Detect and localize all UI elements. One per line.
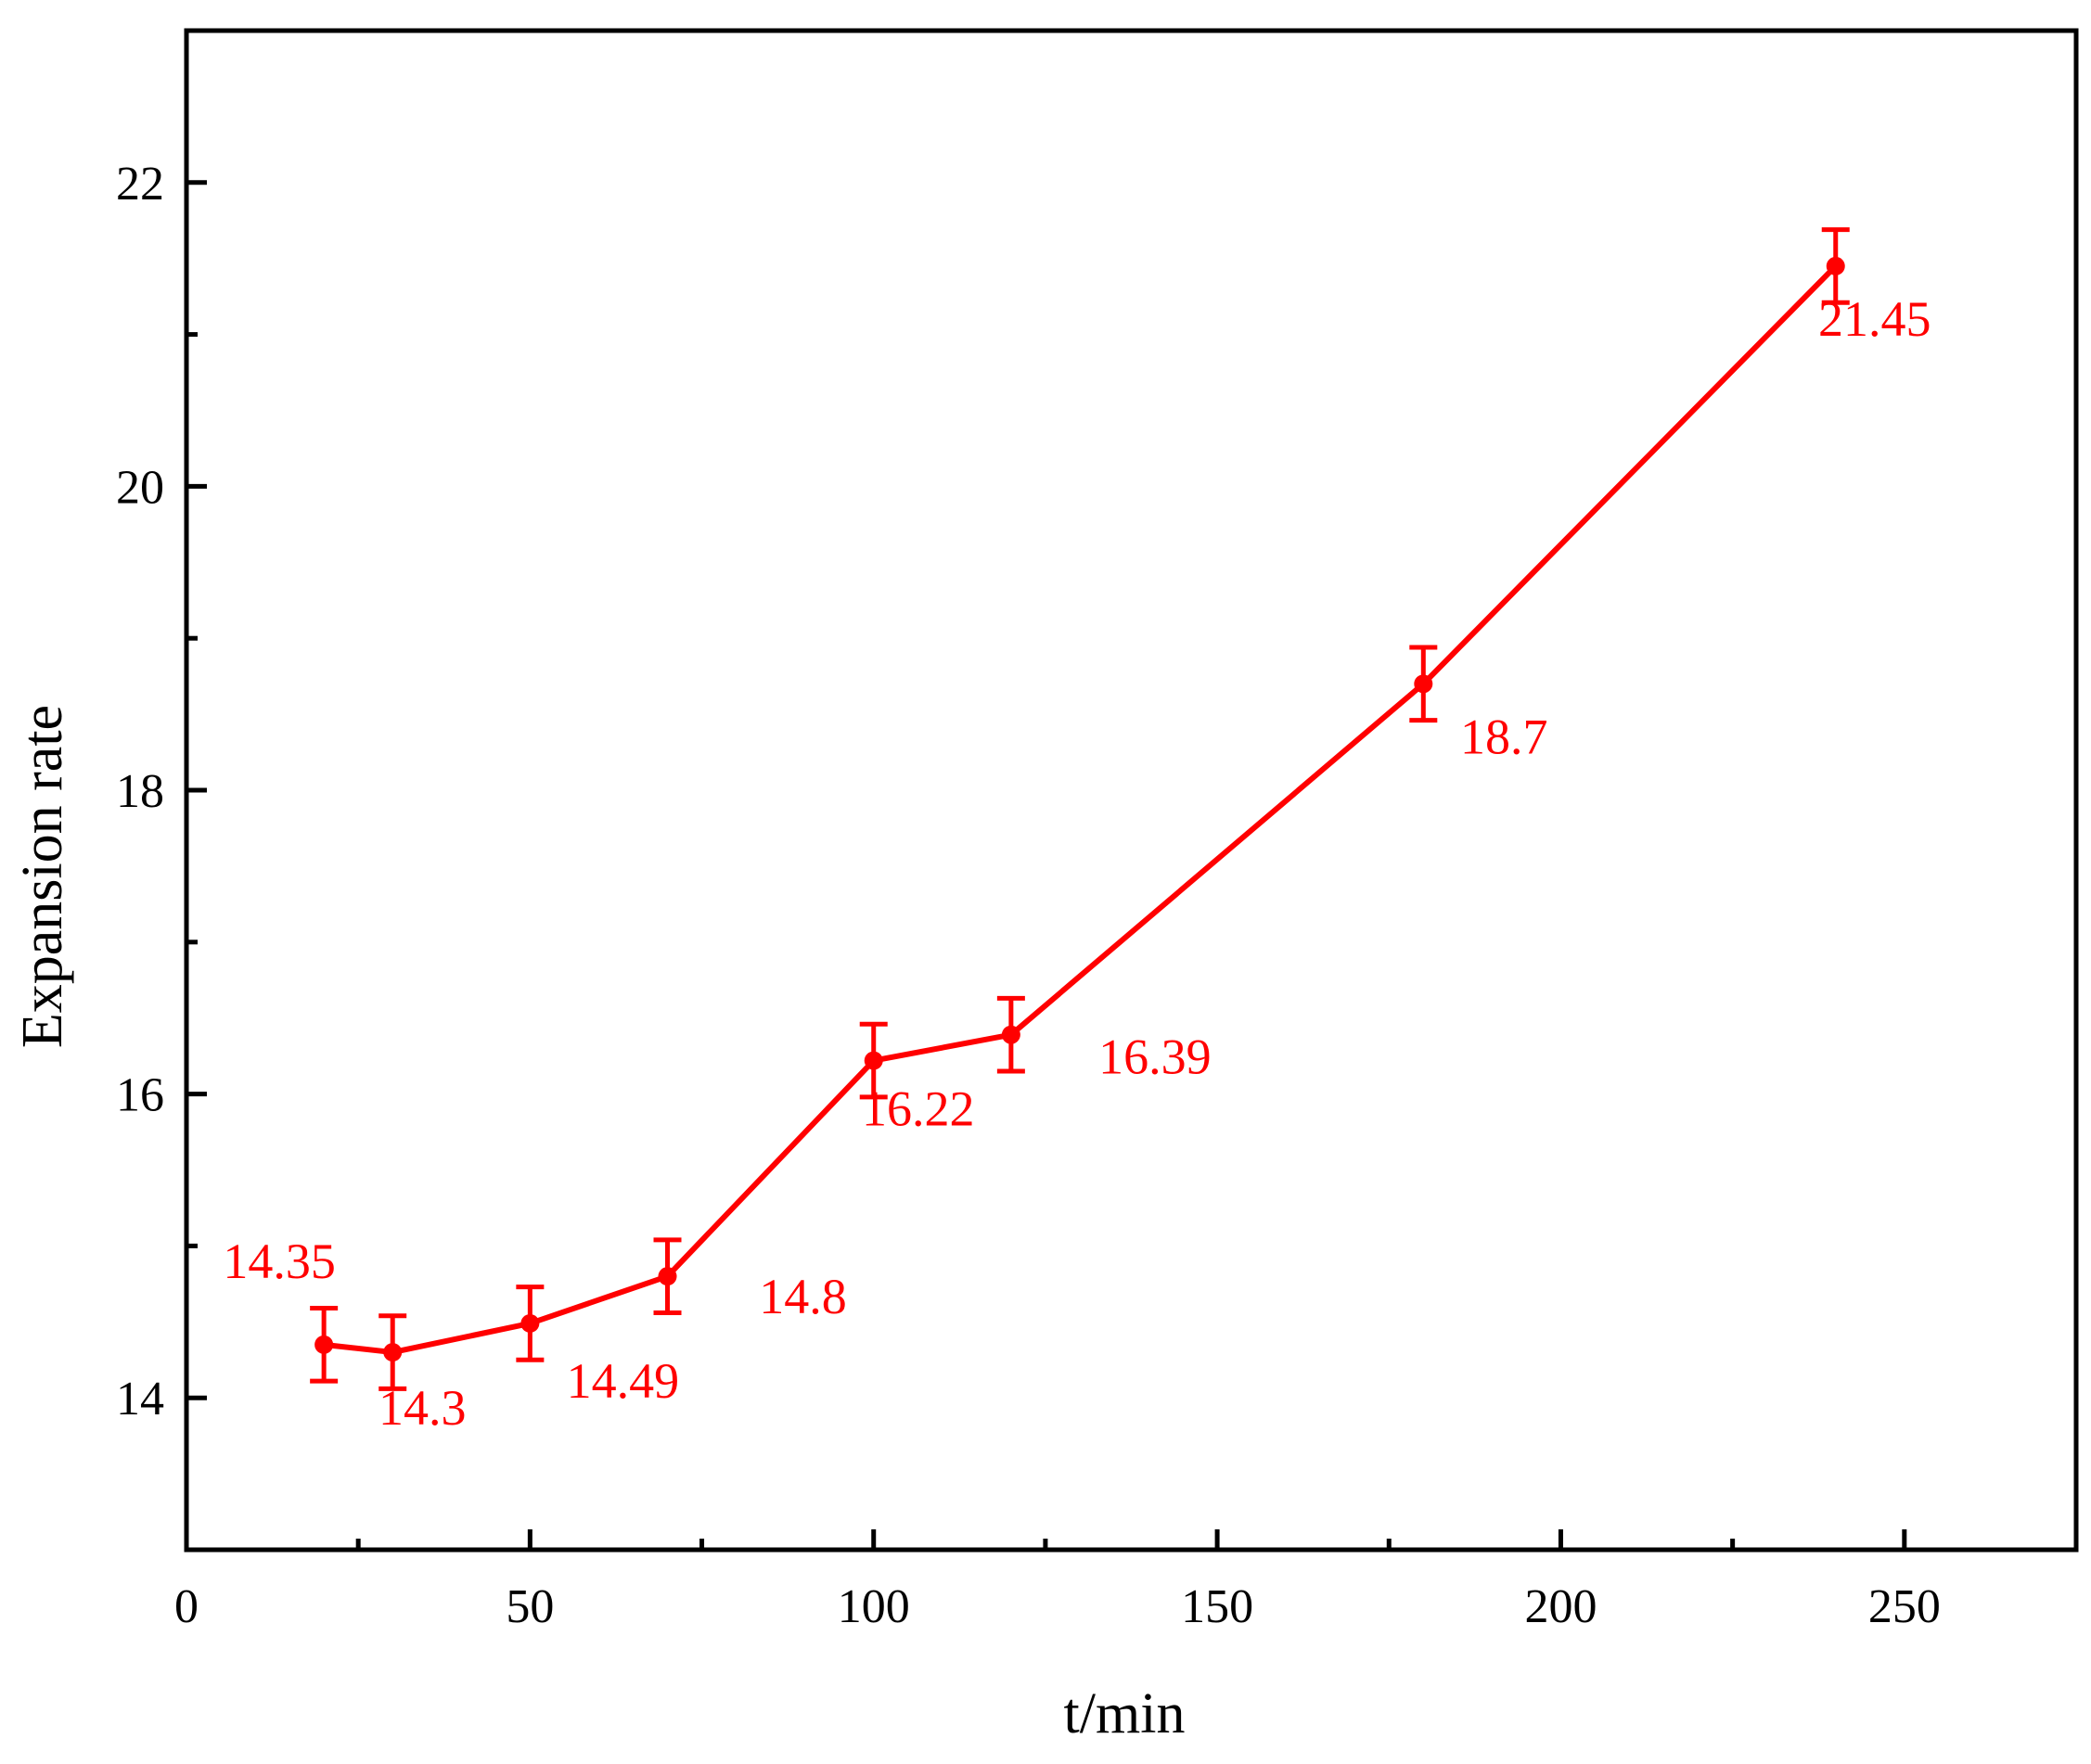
data-point: [658, 1267, 677, 1286]
x-axis-title: t/min: [1064, 1682, 1186, 1745]
data-point: [864, 1051, 883, 1070]
data-point: [1414, 674, 1433, 694]
x-tick-label: 0: [174, 1580, 199, 1633]
x-tick-label: 200: [1524, 1580, 1597, 1633]
x-tick-label: 100: [838, 1580, 910, 1633]
data-point-group: 16.22: [859, 1021, 975, 1137]
data-point: [383, 1343, 403, 1362]
data-label: 14.8: [759, 1269, 847, 1324]
data-point-group: 16.39: [996, 995, 1212, 1085]
y-tick-label: 18: [116, 765, 164, 818]
data-label: 21.45: [1818, 291, 1931, 347]
data-point: [1001, 1025, 1020, 1044]
y-tick-label: 14: [116, 1373, 164, 1425]
data-point-group: 14.35: [223, 1234, 339, 1384]
y-axis-title: Expansion rate: [11, 705, 74, 1048]
data-label: 14.3: [378, 1380, 467, 1436]
data-point-group: 14.8: [653, 1237, 847, 1324]
data-point-group: 14.3: [378, 1313, 467, 1436]
data-point-group: 14.49: [516, 1285, 680, 1409]
data-label: 16.39: [1098, 1029, 1212, 1085]
x-tick-label: 50: [506, 1580, 554, 1633]
data-point-group: 21.45: [1818, 227, 1931, 347]
y-tick-label: 22: [116, 158, 164, 211]
x-tick-label: 150: [1181, 1580, 1253, 1633]
plot-frame: [184, 28, 2079, 1553]
y-tick-label: 20: [116, 461, 164, 514]
data-point-group: 18.7: [1409, 645, 1548, 764]
series-line: [323, 263, 1838, 1356]
data-label: 16.22: [862, 1081, 975, 1137]
data-label: 14.35: [223, 1234, 336, 1289]
data-label: 18.7: [1460, 709, 1548, 764]
axes: 0 50 100 150 200 250 14 16 18 20 22: [116, 28, 2079, 1633]
data-point: [314, 1335, 334, 1354]
y-tick-label: 16: [116, 1069, 164, 1122]
data-point: [1826, 256, 1845, 275]
x-tick-label: 250: [1868, 1580, 1941, 1633]
data-series: 14.35 14.3 14.49 14.8 16.22 16.39 18.7 21.45: [223, 227, 1931, 1436]
data-label: 14.49: [567, 1353, 680, 1409]
data-point: [520, 1313, 540, 1333]
